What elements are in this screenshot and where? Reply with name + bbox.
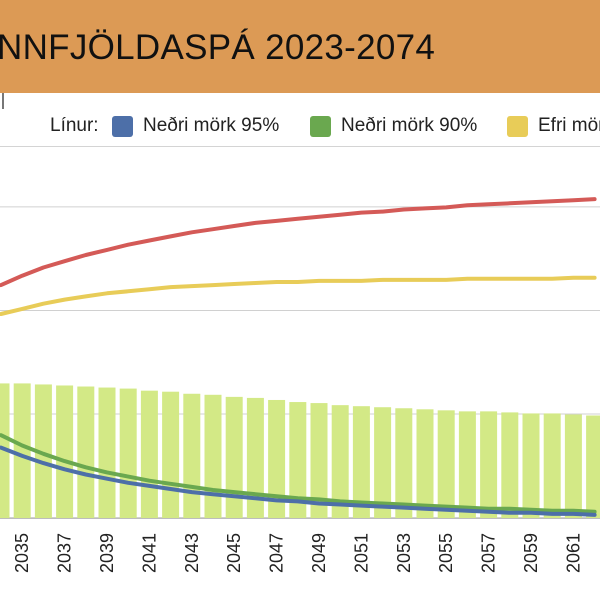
x-tick-label-2051: 2051 <box>351 533 371 573</box>
legend-text-efri: Efri mörk <box>538 115 600 136</box>
series-line-3 <box>0 445 597 517</box>
bar-2059 <box>522 413 540 518</box>
legend-text-nedri-90: Neðri mörk 90% <box>341 115 478 136</box>
bar-2051 <box>352 406 370 518</box>
bar-2041 <box>140 390 158 518</box>
legend-text-nedri-95: Neðri mörk 95% <box>143 115 280 136</box>
legend: Línur: Neðri mörk 95% Neðri mörk 90% Efr… <box>0 108 600 144</box>
bar-2048 <box>289 402 307 518</box>
bar-2038 <box>77 386 95 518</box>
x-tick-label-2049: 2049 <box>309 533 329 573</box>
series-line-2 <box>0 433 597 514</box>
bar-2046 <box>246 397 264 518</box>
x-tick-label-2045: 2045 <box>224 533 244 573</box>
bar-2050 <box>331 405 349 518</box>
bar-2039 <box>98 387 116 518</box>
legend-swatch-blue <box>112 115 133 137</box>
bar-2052 <box>374 407 392 518</box>
bar-2061 <box>564 414 582 518</box>
bar-2042 <box>162 391 180 518</box>
chart-title: NNFJÖLDASPÁ 2023-2074 <box>0 28 436 67</box>
series-line-0 <box>0 197 597 288</box>
x-tick-label-2055: 2055 <box>436 533 456 573</box>
bar-2044 <box>204 394 222 518</box>
bar-2043 <box>183 393 201 518</box>
x-tick-label-2043: 2043 <box>182 533 202 573</box>
bar-2057 <box>480 411 498 518</box>
bar-2055 <box>437 410 455 518</box>
series-line-1 <box>0 275 597 316</box>
legend-item-nedri-90: Neðri mörk 90% <box>310 108 477 144</box>
bar-2058 <box>501 412 519 518</box>
legend-item-nedri-95: Neðri mörk 95% <box>112 108 279 144</box>
legend-label: Línur: <box>50 108 99 144</box>
left-edge-mark <box>0 93 4 109</box>
x-tick-label-2059: 2059 <box>521 533 541 573</box>
bar-2035 <box>13 383 31 518</box>
bar-2040 <box>119 388 137 518</box>
x-tick-label-2061: 2061 <box>563 533 583 573</box>
x-tick-label-2047: 2047 <box>267 533 287 573</box>
legend-item-efri: Efri mörk <box>507 108 600 144</box>
bar-2053 <box>395 408 413 518</box>
x-tick-label-2035: 2035 <box>12 533 32 573</box>
legend-label-text: Línur: <box>50 115 99 136</box>
x-tick-label-2041: 2041 <box>139 533 159 573</box>
bar-2045 <box>225 396 243 518</box>
legend-divider <box>0 146 600 147</box>
legend-swatch-green <box>310 115 331 137</box>
bar-2060 <box>543 413 561 518</box>
bar-2036 <box>34 384 52 518</box>
x-tick-label-2057: 2057 <box>479 533 499 573</box>
x-tick-label-2053: 2053 <box>394 533 414 573</box>
x-tick-label-2039: 2039 <box>97 533 117 573</box>
bar-2062 <box>586 415 600 518</box>
bar-2054 <box>416 409 434 518</box>
title-bar: NNFJÖLDASPÁ 2023-2074 <box>0 0 600 93</box>
legend-swatch-yellow <box>507 115 528 137</box>
bar-2056 <box>458 411 476 518</box>
bar-2049 <box>310 403 328 518</box>
x-tick-label-2037: 2037 <box>55 533 75 573</box>
bar-2037 <box>56 385 74 518</box>
bar-2047 <box>268 399 286 518</box>
